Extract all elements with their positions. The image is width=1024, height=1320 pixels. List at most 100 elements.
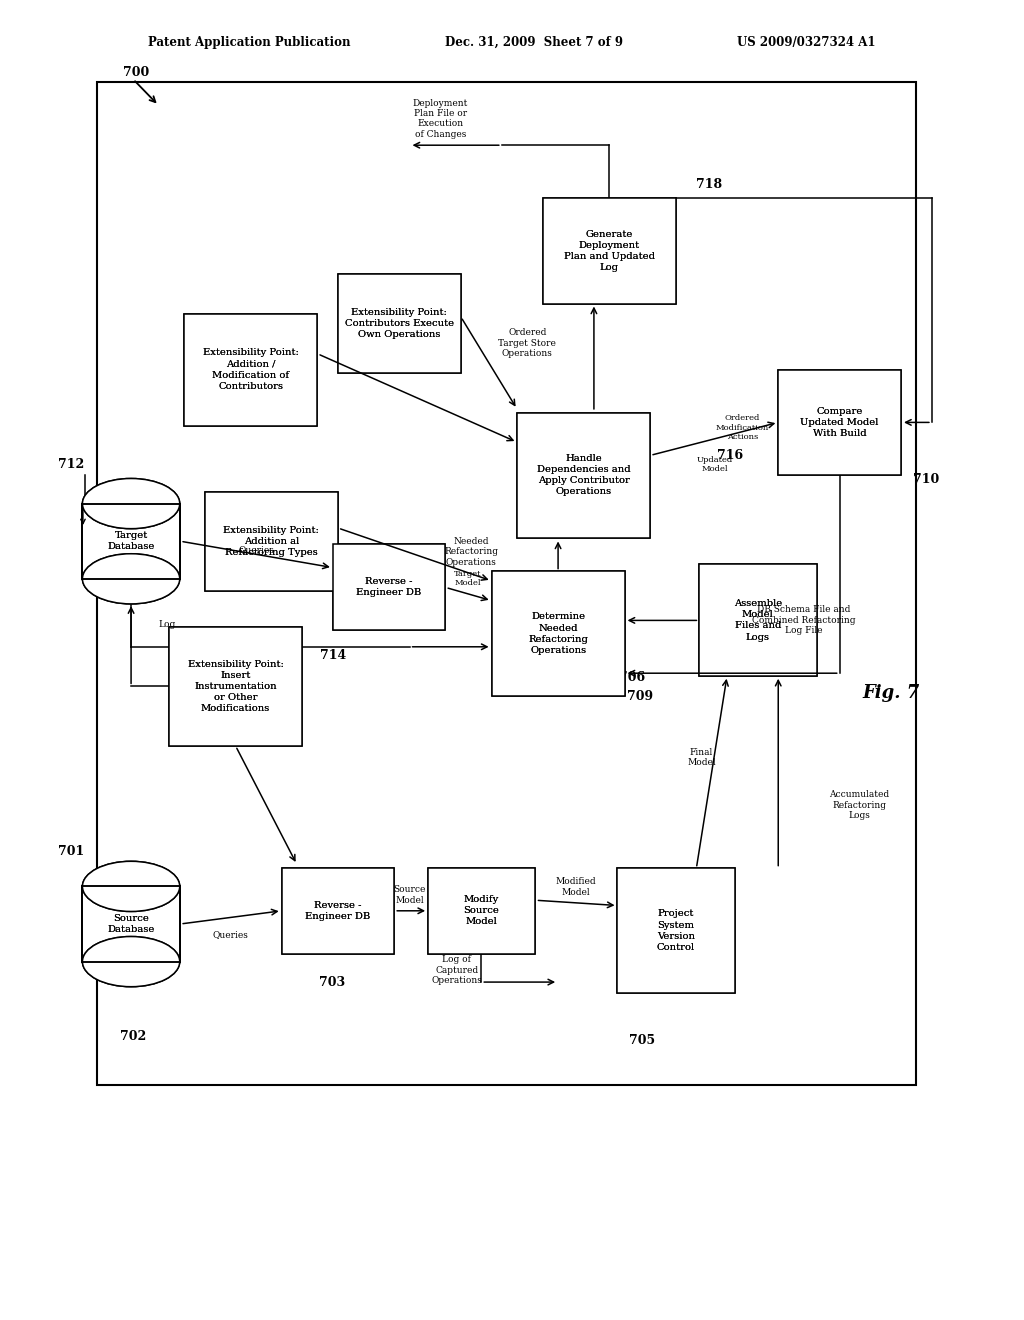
- Bar: [778, 370, 901, 475]
- Text: Determine
Needed
Refactoring
Operations: Determine Needed Refactoring Operations: [528, 612, 588, 655]
- Text: Extensibility Point:
Addition al
Refactoring Types: Extensibility Point: Addition al Refacto…: [223, 525, 319, 557]
- Text: Compare
Updated Model
With Build: Compare Updated Model With Build: [801, 407, 879, 438]
- Bar: [333, 544, 445, 630]
- Text: 702: 702: [120, 1030, 146, 1043]
- Bar: [205, 492, 338, 591]
- Bar: [82, 503, 180, 578]
- Bar: [82, 887, 180, 961]
- Bar: [543, 198, 676, 304]
- Text: Handle
Dependencies and
Apply Contributor
Operations: Handle Dependencies and Apply Contributo…: [537, 454, 631, 496]
- Ellipse shape: [82, 862, 180, 911]
- Text: DB Schema File and
Combined Refactoring
Log File: DB Schema File and Combined Refactoring …: [752, 606, 856, 635]
- Bar: [543, 198, 676, 304]
- Bar: [82, 503, 180, 578]
- Text: Modify
Source
Model: Modify Source Model: [463, 895, 500, 927]
- Text: 709: 709: [627, 690, 653, 704]
- Ellipse shape: [82, 937, 180, 986]
- Text: Dec. 31, 2009  Sheet 7 of 9: Dec. 31, 2009 Sheet 7 of 9: [445, 36, 624, 49]
- Text: Extensibility Point:
Addition /
Modification of
Contributors: Extensibility Point: Addition / Modifica…: [203, 348, 299, 391]
- Bar: [282, 869, 394, 953]
- Bar: [82, 887, 180, 961]
- Ellipse shape: [82, 554, 180, 605]
- Bar: [82, 887, 180, 961]
- Bar: [97, 82, 916, 1085]
- Bar: [169, 627, 302, 746]
- Bar: [84, 887, 178, 961]
- Bar: [82, 887, 180, 961]
- Text: Updated
Model: Updated Model: [696, 455, 732, 474]
- Text: 710: 710: [913, 473, 940, 486]
- Text: Generate
Deployment
Plan and Updated
Log: Generate Deployment Plan and Updated Log: [564, 230, 654, 272]
- Bar: [84, 887, 178, 961]
- Text: Extensibility Point:
Insert
Instrumentation
or Other
Modifications: Extensibility Point: Insert Instrumentat…: [187, 660, 284, 713]
- Bar: [82, 503, 180, 578]
- Bar: [698, 565, 817, 676]
- Bar: [428, 869, 535, 953]
- Text: Needed
Refactoring
Operations: Needed Refactoring Operations: [444, 537, 498, 566]
- Text: Ordered
Modification
Actions: Ordered Modification Actions: [716, 414, 769, 441]
- Text: Accumulated
Refactoring
Logs: Accumulated Refactoring Logs: [829, 791, 890, 820]
- Text: Target
Model: Target Model: [455, 569, 481, 587]
- Text: Reverse -
Engineer DB: Reverse - Engineer DB: [305, 900, 371, 921]
- Text: Reverse -
Engineer DB: Reverse - Engineer DB: [305, 900, 371, 921]
- Text: 703: 703: [319, 975, 346, 989]
- Text: Log: Log: [159, 620, 176, 628]
- Bar: [517, 412, 650, 539]
- Text: Extensibility Point:
Contributors Execute
Own Operations: Extensibility Point: Contributors Execut…: [345, 308, 454, 339]
- Text: 718: 718: [696, 178, 723, 191]
- Bar: [428, 869, 535, 953]
- Text: Log of
Captured
Operations: Log of Captured Operations: [431, 956, 482, 985]
- Ellipse shape: [82, 862, 180, 911]
- Ellipse shape: [82, 937, 180, 986]
- Bar: [282, 869, 394, 953]
- Text: Compare
Updated Model
With Build: Compare Updated Model With Build: [801, 407, 879, 438]
- Text: Assemble
Model
Files and
Logs: Assemble Model Files and Logs: [733, 599, 782, 642]
- Text: Deployment
Plan File or
Execution
of Changes: Deployment Plan File or Execution of Cha…: [413, 99, 468, 139]
- Text: Project
System
Version
Control: Project System Version Control: [656, 909, 695, 952]
- Text: 714: 714: [319, 649, 346, 663]
- Text: US 2009/0327324 A1: US 2009/0327324 A1: [737, 36, 876, 49]
- Text: Source
Database: Source Database: [108, 915, 155, 933]
- Bar: [616, 869, 735, 993]
- Bar: [492, 570, 625, 697]
- Text: Patent Application Publication: Patent Application Publication: [148, 36, 351, 49]
- Bar: [82, 503, 180, 578]
- Text: 706: 706: [618, 671, 645, 684]
- Text: Modified
Model: Modified Model: [555, 878, 596, 896]
- Text: Determine
Needed
Refactoring
Operations: Determine Needed Refactoring Operations: [528, 612, 588, 655]
- Bar: [517, 412, 650, 539]
- Text: Target
Database: Target Database: [108, 532, 155, 550]
- Bar: [616, 869, 735, 993]
- Bar: [333, 544, 445, 630]
- Text: Extensibility Point:
Contributors Execute
Own Operations: Extensibility Point: Contributors Execut…: [345, 308, 454, 339]
- Text: Source
Model: Source Model: [393, 886, 426, 904]
- Text: 716: 716: [717, 449, 743, 462]
- Text: Queries: Queries: [212, 931, 249, 939]
- Bar: [169, 627, 302, 746]
- Text: Handle
Dependencies and
Apply Contributor
Operations: Handle Dependencies and Apply Contributo…: [537, 454, 631, 496]
- Bar: [84, 506, 178, 578]
- Text: Project
System
Version
Control: Project System Version Control: [656, 909, 695, 952]
- Bar: [698, 565, 817, 676]
- Bar: [205, 492, 338, 591]
- Bar: [184, 314, 317, 425]
- Text: 700: 700: [123, 66, 150, 79]
- Text: Target
Database: Target Database: [108, 532, 155, 550]
- Text: Modify
Source
Model: Modify Source Model: [463, 895, 500, 927]
- Text: Extensibility Point:
Addition al
Refactoring Types: Extensibility Point: Addition al Refacto…: [223, 525, 319, 557]
- Text: Queries: Queries: [238, 545, 274, 553]
- Text: 705: 705: [629, 1034, 655, 1047]
- Text: Assemble
Model
Files and
Logs: Assemble Model Files and Logs: [733, 599, 782, 642]
- Text: Extensibility Point:
Insert
Instrumentation
or Other
Modifications: Extensibility Point: Insert Instrumentat…: [187, 660, 284, 713]
- Bar: [338, 275, 461, 372]
- Text: Generate
Deployment
Plan and Updated
Log: Generate Deployment Plan and Updated Log: [564, 230, 654, 272]
- Ellipse shape: [82, 479, 180, 529]
- Ellipse shape: [82, 479, 180, 529]
- Text: Reverse -
Engineer DB: Reverse - Engineer DB: [356, 577, 422, 598]
- Text: Final
Model: Final Model: [687, 748, 716, 767]
- Bar: [184, 314, 317, 425]
- Bar: [778, 370, 901, 475]
- Bar: [338, 275, 461, 372]
- Text: Reverse -
Engineer DB: Reverse - Engineer DB: [356, 577, 422, 598]
- Text: Fig. 7: Fig. 7: [862, 684, 920, 702]
